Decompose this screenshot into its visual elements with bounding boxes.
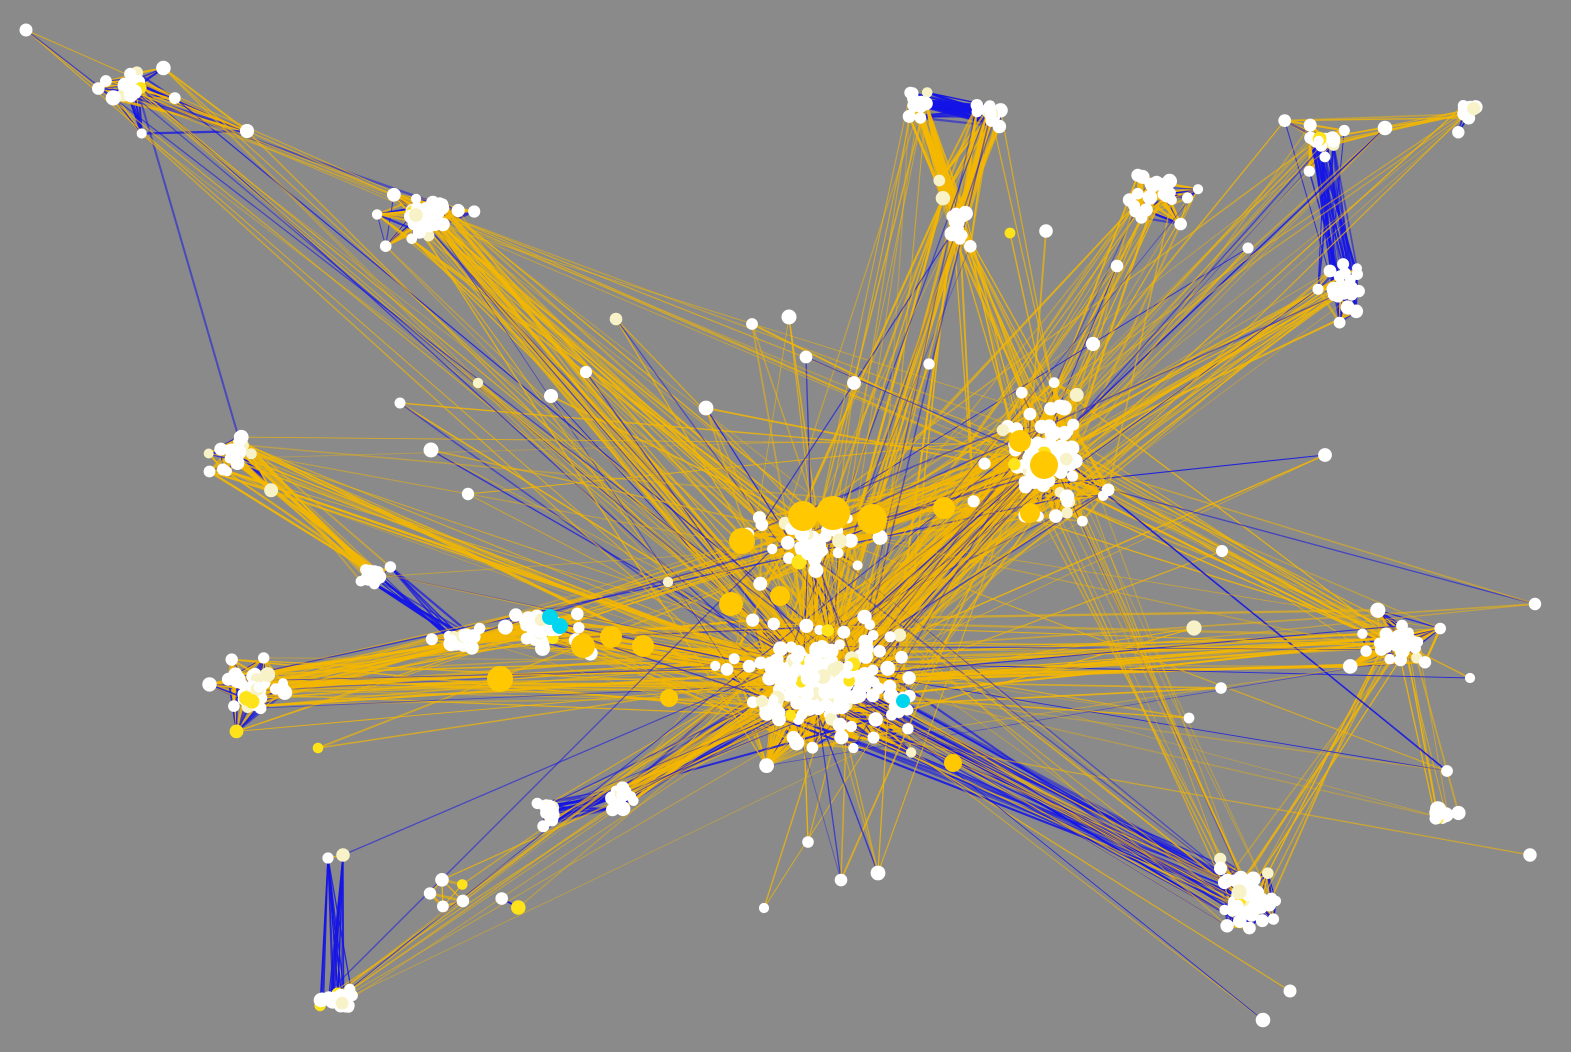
graph-edge (812, 727, 909, 749)
graph-edge (111, 97, 248, 133)
graph-edge (140, 87, 248, 132)
graph-edge (162, 67, 248, 132)
